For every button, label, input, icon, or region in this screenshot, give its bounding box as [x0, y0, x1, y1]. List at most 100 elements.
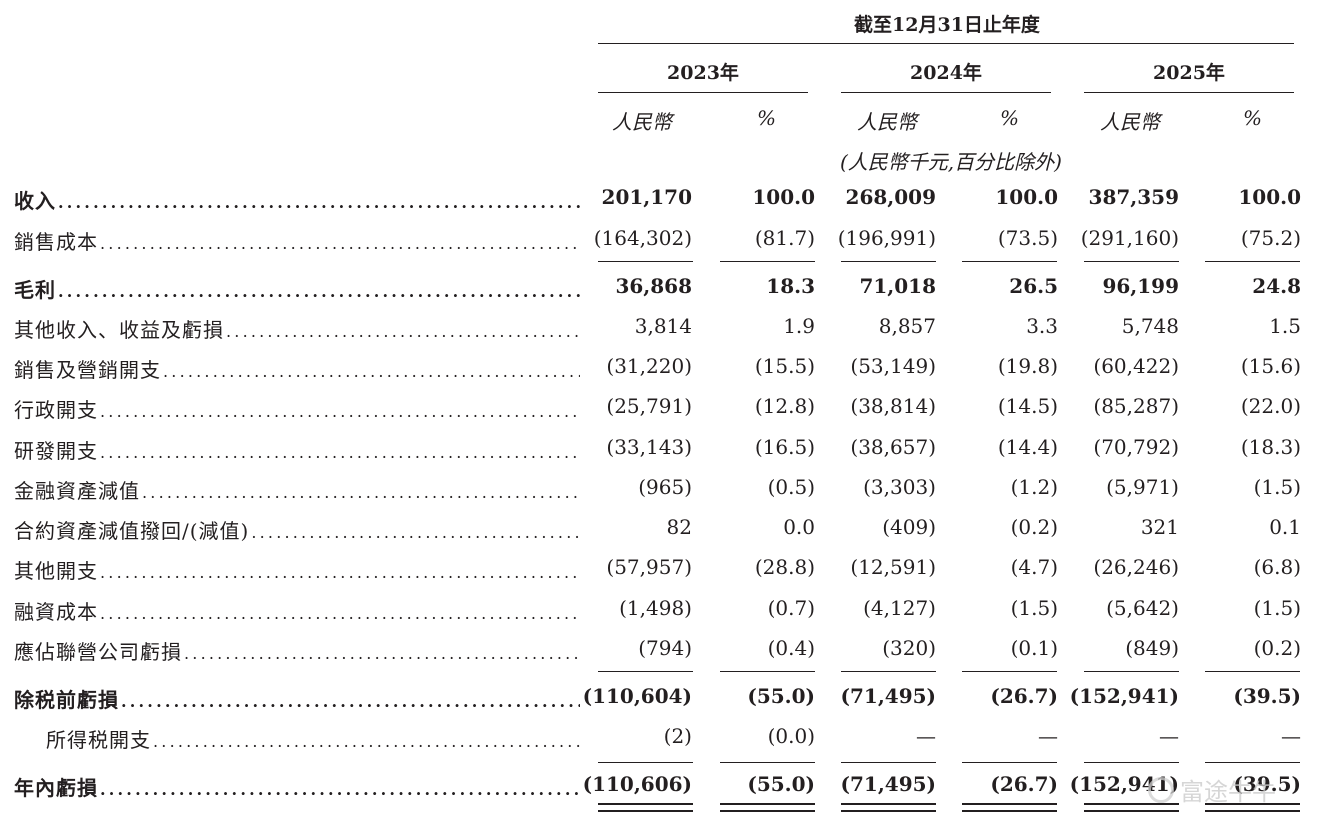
cell-2025-percent: (1.5): [1253, 596, 1301, 620]
cell-2023-amount: (2): [663, 724, 692, 748]
cell-2025-amount: 96,199: [1102, 274, 1179, 298]
row-label-text: 金融資產減值: [14, 479, 140, 503]
cell-2025-amount: (291,160): [1080, 226, 1179, 250]
row-label: 其他開支....................................…: [14, 555, 580, 585]
total-double-rule: [841, 810, 936, 812]
row-label: 年內虧損....................................…: [14, 772, 580, 802]
subtotal-rule: [1084, 762, 1179, 763]
cell-2024-percent: —: [1038, 724, 1058, 748]
row-label: 合約資產減值撥回/(減值)...........................…: [14, 515, 580, 545]
unit-note: (人民幣千元,百分比除外): [840, 150, 1062, 174]
cell-2024-amount: —: [916, 724, 936, 748]
cell-2023-amount: (25,791): [606, 394, 692, 418]
leader-dots: ........................................…: [184, 644, 580, 663]
row-label: 行政開支....................................…: [14, 394, 580, 424]
subtotal-rule: [720, 762, 815, 763]
cell-2023-amount: (31,220): [606, 354, 692, 378]
watermark-logo-icon: [1148, 776, 1174, 803]
cell-2023-amount: (33,143): [606, 435, 692, 459]
row-label-text: 融資成本: [14, 600, 98, 624]
subtotal-rule: [962, 671, 1057, 672]
subtotal-rule: [1205, 762, 1300, 763]
year-2025-underline: [1084, 92, 1294, 93]
subtotal-rule: [841, 762, 936, 763]
row-label: 金融資產減值..................................…: [14, 475, 580, 505]
cell-2023-amount: (110,606): [582, 772, 692, 796]
cell-2025-amount: (60,422): [1093, 354, 1179, 378]
cell-2024-percent: 26.5: [1009, 274, 1058, 298]
row-label-text: 銷售成本: [14, 230, 98, 254]
year-2024-underline: [841, 92, 1051, 93]
cell-2024-percent: (0.2): [1010, 515, 1058, 539]
subtotal-rule: [598, 762, 693, 763]
cell-2023-amount: (110,604): [582, 684, 692, 708]
cell-2024-amount: (3,303): [863, 475, 936, 499]
total-double-rule: [598, 803, 693, 805]
year-2023-underline: [598, 92, 808, 93]
cell-2024-percent: (4.7): [1010, 555, 1058, 579]
cell-2024-percent: (14.4): [997, 435, 1058, 459]
leader-dots: ........................................…: [100, 402, 580, 421]
subtotal-rule: [1205, 671, 1300, 672]
row-label-text: 收入: [14, 189, 56, 213]
total-double-rule: [720, 803, 815, 805]
cell-2024-amount: (409): [882, 515, 936, 539]
cell-2025-amount: (85,287): [1093, 394, 1179, 418]
year-2025-label: 2025年: [1153, 62, 1225, 84]
total-double-rule: [962, 810, 1057, 812]
cell-2024-amount: (53,149): [850, 354, 936, 378]
row-label: 銷售及營銷開支.................................…: [14, 354, 580, 384]
cell-2025-percent: (22.0): [1240, 394, 1301, 418]
row-label-text: 除税前虧損: [14, 688, 119, 712]
total-double-rule: [598, 810, 693, 812]
row-label: 融資成本....................................…: [14, 596, 580, 626]
total-double-rule: [841, 803, 936, 805]
cell-2024-amount: (320): [882, 636, 936, 660]
leader-dots: ........................................…: [100, 443, 580, 462]
cell-2023-amount: 82: [666, 515, 692, 539]
cell-2024-amount: (196,991): [837, 226, 936, 250]
subtotal-rule: [598, 261, 693, 262]
leader-dots: ........................................…: [163, 362, 580, 381]
cell-2024-percent: (26.7): [990, 684, 1058, 708]
leader-dots: ........................................…: [153, 732, 580, 751]
total-double-rule: [720, 810, 815, 812]
cell-2025-percent: (15.6): [1240, 354, 1301, 378]
subtotal-rule: [720, 671, 815, 672]
leader-dots: ........................................…: [121, 692, 580, 711]
cell-2025-amount: (5,971): [1106, 475, 1179, 499]
row-label: 銷售成本....................................…: [14, 226, 580, 256]
leader-dots: ........................................…: [226, 322, 580, 341]
cell-2023-amount: 36,868: [615, 274, 692, 298]
total-double-rule: [1205, 803, 1300, 805]
cell-2025-percent: (6.8): [1253, 555, 1301, 579]
cell-2025-amount: —: [1159, 724, 1179, 748]
row-label-text: 應佔聯營公司虧損: [14, 640, 182, 664]
cell-2023-percent: (81.7): [754, 226, 815, 250]
cell-2024-percent: (14.5): [997, 394, 1058, 418]
row-label-text: 其他開支: [14, 559, 98, 583]
period-title: 截至12月31日止年度: [854, 14, 1040, 36]
row-label-text: 合約資產減值撥回/(減值): [14, 519, 250, 543]
year-2024-label: 2024年: [910, 62, 982, 84]
row-label-text: 其他收入、收益及虧損: [14, 318, 224, 342]
currency-label-2023: 人民幣: [612, 110, 672, 134]
cell-2023-percent: (15.5): [754, 354, 815, 378]
percent-label-2024: %: [1000, 106, 1020, 130]
total-double-rule: [1205, 810, 1300, 812]
cell-2025-percent: (39.5): [1233, 772, 1301, 796]
cell-2023-amount: 201,170: [601, 185, 692, 209]
cell-2025-percent: 0.1: [1269, 515, 1301, 539]
row-label: 其他收入、收益及虧損..............................…: [14, 314, 580, 344]
currency-label-2024: 人民幣: [857, 110, 917, 134]
cell-2024-amount: 71,018: [859, 274, 936, 298]
total-double-rule: [1084, 803, 1179, 805]
cell-2024-percent: (1.2): [1010, 475, 1058, 499]
cell-2023-amount: (1,498): [619, 596, 692, 620]
leader-dots: ........................................…: [142, 483, 580, 502]
cell-2023-percent: (0.4): [767, 636, 815, 660]
cell-2025-percent: 100.0: [1238, 185, 1301, 209]
cell-2024-percent: (26.7): [990, 772, 1058, 796]
cell-2023-percent: (12.8): [754, 394, 815, 418]
row-label: 收入......................................…: [14, 185, 580, 215]
